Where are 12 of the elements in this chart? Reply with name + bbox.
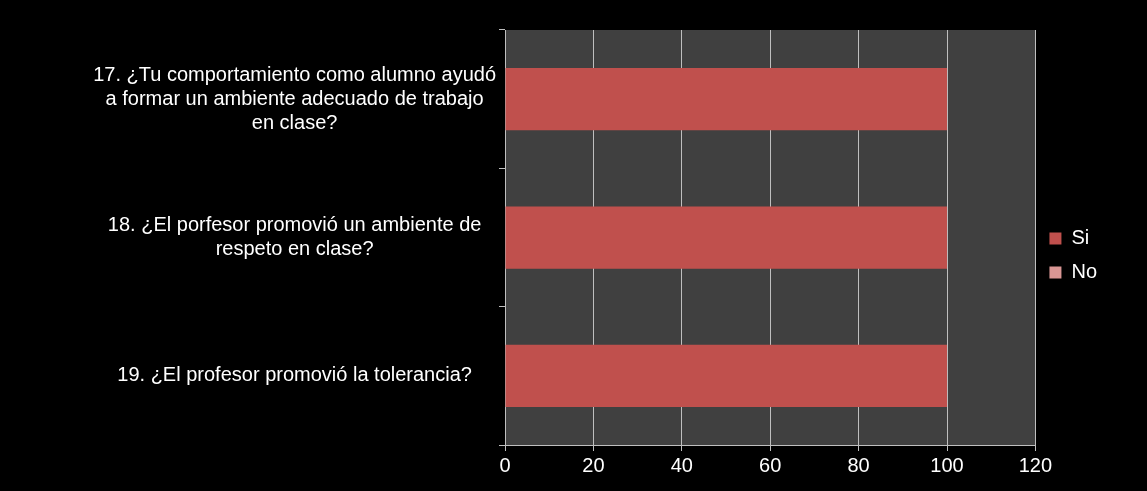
y-tick-label: 17. ¿Tu comportamiento como alumno ayudó a formar un ambiente adecuado de trabajo en clase?: [93, 62, 496, 133]
x-tick-label: 0: [499, 453, 511, 476]
x-tick-label: 100: [930, 453, 964, 476]
y-tick-label: 18. ¿El porfesor promovió un ambiente de respeto en clase?: [107, 213, 482, 260]
x-tick-label: 40: [670, 453, 693, 476]
x-tick-label: 60: [759, 453, 782, 476]
x-tick-label: 80: [847, 453, 870, 476]
legend-label: Si: [1071, 226, 1090, 249]
x-tick-label: 20: [582, 453, 605, 476]
x-tick-label: 120: [1018, 453, 1053, 476]
y-tick-label: 19. ¿El profesor promovió la tolerancia?: [117, 363, 472, 386]
legend-label: No: [1071, 260, 1098, 283]
